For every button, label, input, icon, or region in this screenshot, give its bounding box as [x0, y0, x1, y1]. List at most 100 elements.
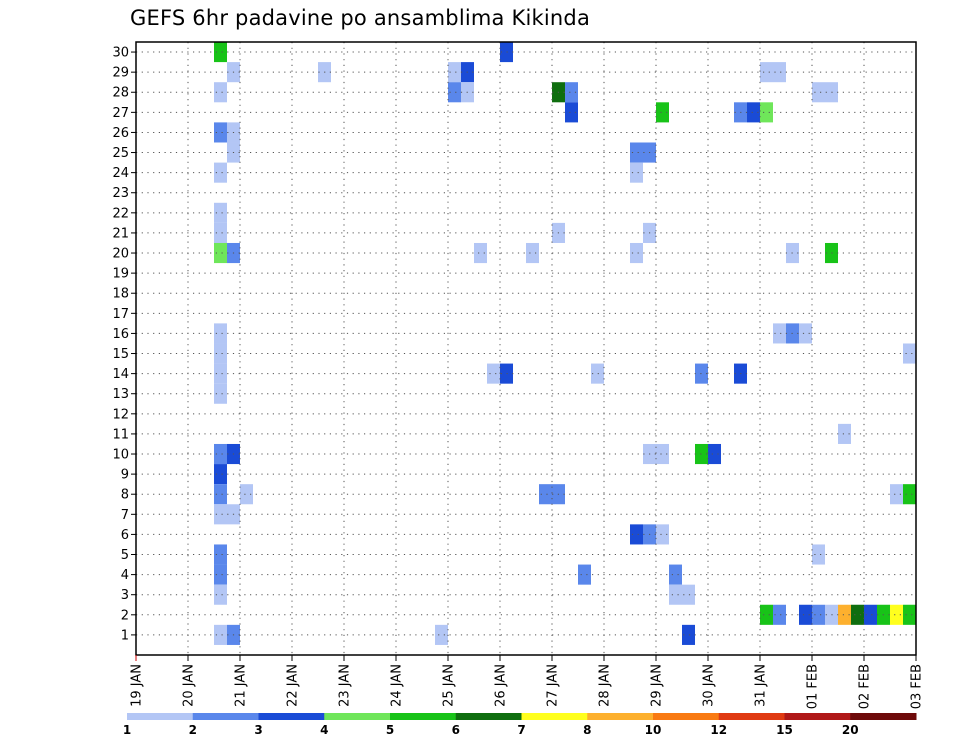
heatmap-cell — [214, 504, 227, 525]
heatmap-cell — [903, 343, 916, 364]
heatmap-cell — [214, 162, 227, 183]
y-tick-label: 22 — [112, 206, 129, 221]
y-tick-label: 25 — [112, 146, 129, 161]
heatmap-cell — [578, 564, 591, 585]
y-tick-label: 27 — [112, 106, 129, 121]
heatmap-cell — [214, 464, 227, 485]
heatmap-cell — [565, 102, 578, 123]
heatmap-cell — [591, 363, 604, 384]
y-tick-label: 14 — [112, 367, 129, 382]
x-tick-label: 21 JAN — [234, 664, 249, 707]
colorbar-tick-label: 15 — [776, 723, 793, 737]
x-tick-label: 02 FEB — [858, 664, 873, 709]
colorbar-segment — [390, 713, 457, 720]
heatmap-cell — [669, 564, 682, 585]
x-tick-label: 28 JAN — [598, 664, 613, 707]
x-tick-label: 01 FEB — [806, 664, 821, 709]
heatmap-cell — [903, 604, 916, 625]
heatmap-cell — [214, 584, 227, 605]
y-tick-label: 4 — [121, 568, 129, 583]
heatmap-cell — [214, 122, 227, 143]
heatmap-cell — [669, 584, 682, 605]
colorbar-tick-label: 7 — [517, 723, 525, 737]
heatmap-cell — [682, 624, 695, 645]
heatmap-cell — [214, 242, 227, 264]
colorbar-tick-label: 4 — [320, 723, 328, 737]
y-tick-label: 16 — [112, 327, 129, 342]
colorbar: 1 2 3 4 5 6 7 8 10 12 15 20 — [123, 713, 917, 737]
heatmap-cell — [656, 524, 669, 545]
y-tick-label: 21 — [112, 226, 129, 241]
heatmap-cell — [214, 202, 227, 223]
heatmap-cell — [565, 82, 578, 103]
y-tick-label: 19 — [112, 267, 129, 282]
heatmap-cell — [214, 82, 227, 103]
x-tick-label: 20 JAN — [182, 664, 197, 707]
y-tick-label: 24 — [112, 166, 129, 181]
heatmap-cell — [474, 242, 487, 264]
heatmap-cell — [630, 242, 643, 264]
x-tick-label: 03 FEB — [910, 664, 925, 709]
heatmap-cell — [630, 142, 643, 163]
x-tick-label: 19 JAN — [130, 664, 145, 707]
heatmap-cell — [214, 383, 227, 404]
x-tick-label: 26 JAN — [494, 664, 509, 707]
x-tick-label: 29 JAN — [650, 664, 665, 707]
colorbar-tick-label: 10 — [645, 723, 662, 737]
heatmap-cell — [435, 624, 448, 645]
heatmap-cell — [747, 102, 760, 123]
heatmap-cell — [838, 604, 851, 625]
y-tick-label: 1 — [121, 628, 129, 643]
heatmap-cell — [890, 484, 903, 505]
heatmap-cell — [487, 363, 500, 384]
heatmap-cell — [799, 323, 812, 344]
heatmap-cell — [890, 604, 903, 625]
heatmap-cell — [214, 564, 227, 585]
colorbar-tick-label: 2 — [189, 723, 197, 737]
heatmap-cell — [214, 42, 227, 63]
y-tick-label: 13 — [112, 387, 129, 402]
colorbar-segment — [192, 713, 259, 720]
colorbar-segment — [127, 713, 194, 720]
y-tick-label: 10 — [112, 448, 129, 463]
colorbar-tick-label: 5 — [386, 723, 394, 737]
y-tick-label: 20 — [112, 247, 129, 262]
x-tick-label: 30 JAN — [702, 664, 717, 707]
heatmap-cell — [214, 544, 227, 565]
colorbar-segment — [718, 713, 785, 720]
heatmap-cell — [799, 604, 812, 625]
colorbar-segment — [455, 713, 522, 720]
heatmap-cell — [760, 102, 773, 123]
heatmap-cell — [214, 323, 227, 344]
y-axis-ticks: 1234567891011121314151617181920212223242… — [112, 46, 136, 643]
heatmap-cell — [240, 484, 253, 505]
x-tick-label: 27 JAN — [546, 664, 561, 707]
y-tick-label: 12 — [112, 407, 129, 422]
colorbar-segment — [850, 713, 917, 720]
y-tick-label: 26 — [112, 126, 129, 141]
heatmap-cells — [214, 42, 916, 645]
heatmap-cell — [214, 484, 227, 505]
x-tick-label: 24 JAN — [390, 664, 405, 707]
colorbar-tick-label: 12 — [710, 723, 727, 737]
chart-title: GEFS 6hr padavine po ansamblima Kikinda — [130, 6, 591, 30]
heatmap-cell — [812, 604, 825, 625]
y-tick-label: 5 — [121, 548, 129, 563]
y-tick-label: 9 — [121, 468, 129, 483]
grid-lines — [136, 42, 916, 655]
heatmap-cell — [812, 82, 825, 103]
heatmap-cell — [539, 484, 552, 505]
heatmap-cell — [851, 604, 864, 625]
heatmap-cell — [448, 62, 461, 83]
heatmap-cell — [760, 604, 773, 625]
x-axis-ticks: 19 JAN 20 JAN 21 JAN 22 JAN 23 JAN 24 JAN 25 J… — [130, 655, 925, 709]
colorbar-segment — [324, 713, 391, 720]
x-tick-label: 31 JAN — [754, 664, 769, 707]
heatmap-cell — [773, 604, 786, 625]
heatmap-cell — [630, 524, 643, 545]
heatmap-cell — [214, 363, 227, 384]
heatmap-cell — [526, 242, 539, 264]
y-tick-label: 8 — [121, 488, 129, 503]
y-tick-label: 23 — [112, 186, 129, 201]
